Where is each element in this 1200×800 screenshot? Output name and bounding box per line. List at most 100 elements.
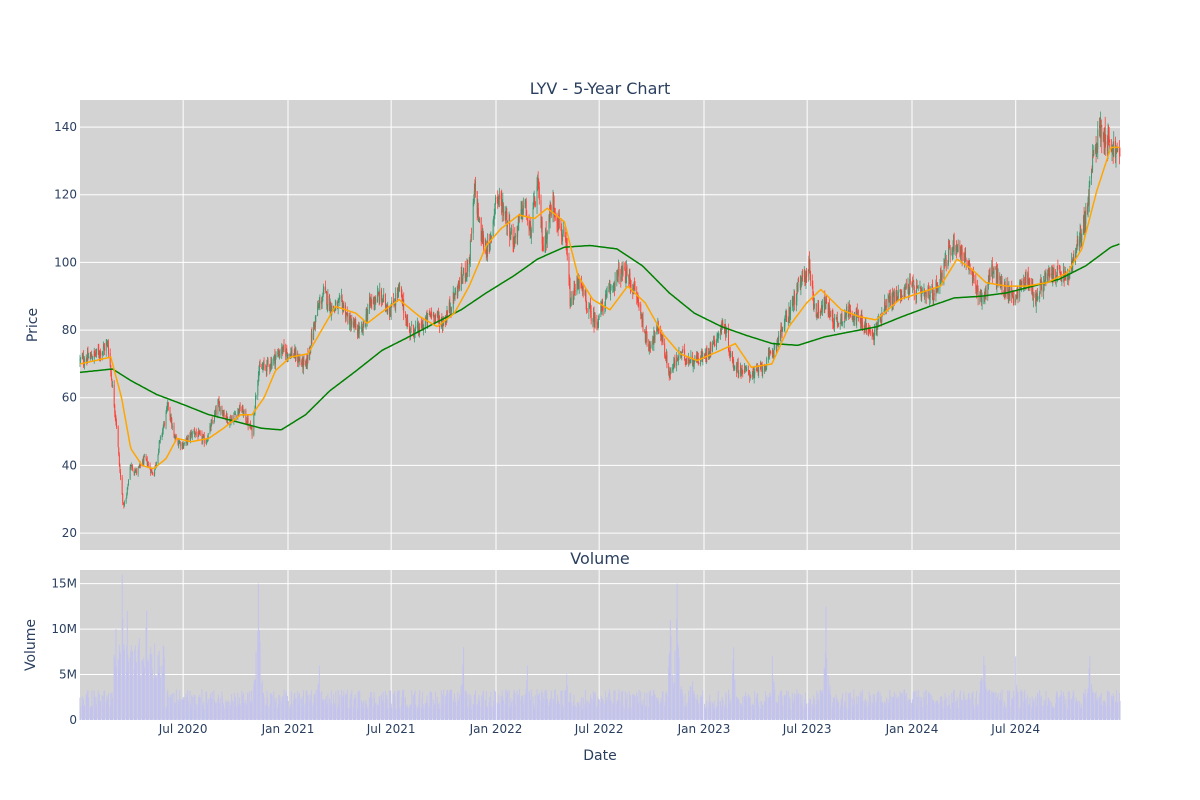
volume-bar [923, 691, 925, 720]
price-candle-body [628, 274, 630, 278]
volume-bar [824, 652, 826, 720]
volume-bar [1093, 692, 1095, 720]
price-candle-body [692, 364, 694, 367]
price-candle-body [438, 317, 440, 319]
volume-bar [1024, 703, 1026, 720]
price-candle-body [825, 298, 827, 305]
price-candle-body [625, 281, 627, 283]
volume-bar [309, 700, 311, 720]
volume-bar [789, 698, 791, 720]
volume-bar [433, 708, 435, 720]
volume-bar [892, 702, 894, 720]
price-candle-body [122, 503, 124, 504]
volume-bar [199, 694, 201, 720]
volume-bar [536, 689, 538, 720]
price-candle-body [366, 314, 368, 321]
price-candle-body [845, 313, 847, 318]
volume-bar [1043, 706, 1045, 720]
price-candle-body [235, 414, 237, 416]
volume-bar [973, 704, 975, 720]
price-candle-body [860, 319, 862, 329]
volume-bar [374, 703, 376, 720]
price-y-axis-title: Price [25, 308, 41, 342]
volume-bar [888, 706, 890, 720]
price-candle-body [648, 343, 650, 351]
price-candle-body [564, 230, 566, 238]
volume-bar [319, 692, 321, 720]
volume-bar [351, 689, 353, 720]
volume-bar [282, 704, 284, 720]
price-candle-body [445, 316, 447, 321]
volume-bar [952, 703, 954, 720]
volume-bar [897, 696, 899, 720]
price-candle-body [414, 334, 415, 337]
price-candle-body [474, 181, 476, 190]
price-candle-body [298, 358, 300, 362]
price-candle-body [414, 328, 416, 334]
price-candle-body [410, 327, 412, 333]
price-candle-body [953, 235, 955, 248]
price-candle-body [837, 322, 839, 324]
price-candle-body [1112, 146, 1114, 155]
volume-bar [853, 699, 855, 720]
price-candle-body [85, 359, 87, 362]
price-candle-body [586, 303, 588, 312]
price-candle-body [401, 295, 403, 297]
volume-bar [713, 704, 715, 720]
price-candle-body [800, 280, 802, 289]
volume-bar [506, 692, 508, 720]
price-candle-body [645, 330, 647, 342]
volume-bar [322, 699, 324, 720]
volume-bar [594, 693, 596, 720]
price-candle-body [1049, 273, 1051, 276]
price-candle-body [863, 331, 865, 333]
price-candle-body [789, 307, 790, 317]
volume-bar [704, 703, 706, 720]
price-candle-body [1063, 269, 1065, 278]
price-candle-body [833, 322, 835, 327]
price-candle-body [325, 290, 327, 294]
price-candle-body [448, 302, 450, 313]
price-candle-body [323, 287, 325, 290]
volume-bar [533, 708, 535, 720]
price-candle-body [598, 315, 600, 318]
volume-bar [848, 696, 850, 720]
volume-bar [127, 654, 129, 720]
price-candle-body [959, 249, 961, 257]
price-candle-body [191, 431, 193, 438]
volume-bar [931, 695, 933, 720]
price-candle-body [449, 309, 451, 310]
price-candle-body [211, 421, 213, 424]
price-candle-body [811, 280, 813, 286]
volume-bar [229, 702, 231, 720]
volume-bar [817, 693, 819, 720]
volume-bar [473, 705, 475, 720]
price-candle-body [314, 316, 316, 328]
volume-bar [753, 708, 755, 720]
price-candle-body [106, 342, 108, 343]
price-candle-body [700, 357, 702, 365]
price-candle-body [769, 350, 771, 353]
volume-bar [771, 656, 773, 720]
price-candle-body [82, 356, 84, 359]
volume-bar [790, 709, 792, 720]
price-candle-body [630, 282, 631, 287]
volume-bar [584, 690, 586, 720]
volume-bar [249, 702, 251, 720]
price-candle-body [704, 354, 706, 356]
price-candle-body [897, 296, 899, 299]
price-candle-body [146, 459, 148, 466]
price-candle-body [892, 295, 894, 306]
price-candle-body [644, 333, 646, 341]
volume-bar [163, 657, 165, 720]
volume-bar [474, 690, 476, 720]
price-candle-body [379, 289, 381, 302]
volume-bar [784, 708, 786, 720]
price-candle-body [383, 295, 385, 297]
volume-bar [365, 699, 367, 720]
volume-bar [949, 708, 951, 720]
price-candle-body [143, 457, 145, 464]
volume-bar [799, 694, 801, 720]
price-candle-body [642, 318, 644, 331]
